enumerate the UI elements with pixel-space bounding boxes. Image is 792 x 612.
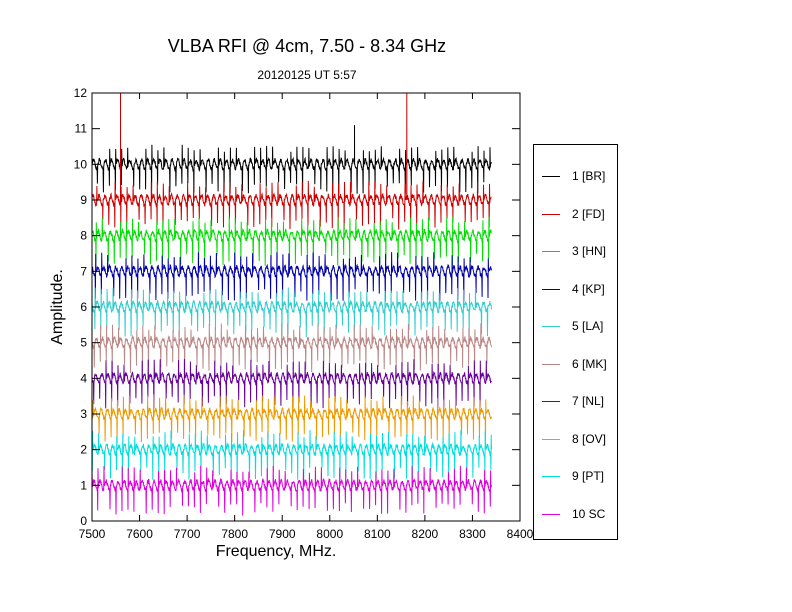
y-tick-label: 8: [80, 229, 87, 243]
legend-swatch: [542, 326, 560, 327]
chart-subtitle: 20120125 UT 5:57: [257, 68, 357, 82]
legend-item: 2 [FD]: [534, 205, 619, 225]
legend-item: 8 [OV]: [534, 430, 619, 450]
x-tick-label: 8100: [364, 527, 391, 541]
x-tick-label: 7900: [269, 527, 296, 541]
legend-label: 9 [PT]: [572, 469, 605, 483]
legend-swatch: [542, 213, 560, 215]
legend-label: 5 [LA]: [572, 319, 604, 333]
series-line: [91, 394, 492, 445]
y-tick-label: 2: [80, 443, 87, 457]
x-tick-label: 8400: [507, 527, 534, 541]
legend-label: 4 [KP]: [572, 281, 605, 296]
legend-swatch: [542, 288, 560, 290]
y-tick-label: 7: [80, 264, 87, 278]
y-tick-label: 3: [80, 407, 87, 421]
legend-item: 3 [HN]: [534, 242, 619, 262]
chart-title: VLBA RFI @ 4cm, 7.50 - 8.34 GHz: [167, 36, 447, 56]
y-tick-label: 0: [80, 514, 87, 528]
y-tick-label: 11: [75, 122, 88, 136]
legend-swatch: [542, 513, 560, 515]
x-tick-label: 8300: [459, 527, 486, 541]
series-line: [91, 252, 492, 302]
legend-item: 9 [PT]: [534, 467, 619, 487]
x-tick-label: 7600: [126, 527, 153, 541]
legend-item: 4 [KP]: [534, 280, 619, 300]
x-tick-label: 7800: [221, 527, 248, 541]
legend-label: 10 SC: [572, 506, 606, 521]
legend-label: 8 [OV]: [572, 431, 607, 446]
series-line: [91, 216, 492, 266]
legend-swatch: [542, 401, 560, 402]
legend-swatch: [542, 251, 560, 252]
legend-swatch: [542, 176, 560, 177]
x-axis-label: Frequency, MHz.: [216, 543, 337, 560]
legend-item: 6 [MK]: [534, 355, 619, 375]
x-tick-label: 8000: [316, 527, 343, 541]
y-tick-label: 4: [80, 371, 87, 385]
x-tick-label: 8200: [412, 527, 439, 541]
legend-item: 1 [BR]: [534, 167, 619, 187]
legend-label: 7 [NL]: [572, 394, 605, 408]
y-tick-label: 10: [74, 157, 88, 171]
x-tick-label: 7500: [79, 527, 106, 541]
series-line: [91, 287, 492, 338]
legend-item: 10 SC: [534, 505, 619, 525]
series-line: [91, 358, 492, 409]
legend: 1 [BR] 2 [FD] 3 [HN] 4 [KP] 5 [LA] 6 [MK] 7 [N…: [533, 144, 618, 540]
series-line: [91, 92, 492, 231]
legend-label: 3 [HN]: [572, 244, 607, 258]
y-tick-label: 9: [80, 193, 87, 207]
x-tick-label: 7700: [174, 527, 201, 541]
legend-label: 6 [MK]: [572, 356, 607, 371]
legend-swatch: [542, 438, 560, 440]
y-tick-label: 12: [74, 86, 88, 100]
y-tick-label: 5: [80, 336, 87, 350]
series-line: [91, 125, 492, 195]
legend-swatch: [542, 363, 560, 365]
legend-item: 7 [NL]: [534, 392, 619, 412]
legend-item: 5 [LA]: [534, 317, 619, 337]
legend-label: 1 [BR]: [572, 169, 606, 183]
series-line: [91, 323, 492, 373]
legend-swatch: [542, 476, 560, 477]
legend-label: 2 [FD]: [572, 206, 605, 221]
y-tick-label: 6: [80, 300, 87, 314]
series-line: [91, 430, 492, 480]
series-line: [91, 465, 492, 516]
y-tick-label: 1: [80, 478, 87, 492]
y-axis-label: Amplitude.: [49, 269, 66, 345]
